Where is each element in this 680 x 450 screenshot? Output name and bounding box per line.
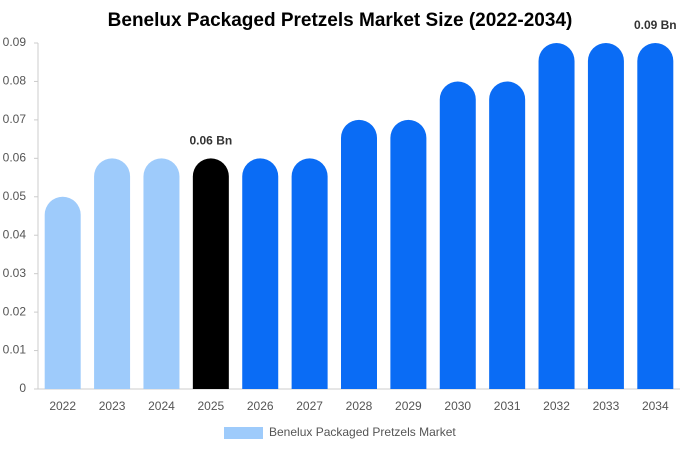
- x-tick-label: 2029: [395, 399, 422, 413]
- x-tick-label: 2034: [642, 399, 669, 413]
- x-tick-label: 2028: [346, 399, 373, 413]
- bar: [489, 81, 526, 389]
- x-tick-label: 2022: [49, 399, 76, 413]
- y-tick-label: 0: [19, 381, 26, 395]
- y-tick-label: 0.05: [3, 189, 27, 203]
- bar: [242, 158, 279, 389]
- value-label: 0.06 Bn: [190, 134, 233, 148]
- x-tick-label: 2025: [197, 399, 224, 413]
- value-label: 0.09 Bn: [634, 18, 677, 32]
- bar: [94, 158, 131, 389]
- chart-title: Benelux Packaged Pretzels Market Size (2…: [108, 10, 573, 31]
- bar: [637, 43, 674, 389]
- y-tick-label: 0.09: [3, 35, 27, 49]
- x-tick-label: 2026: [247, 399, 274, 413]
- x-tick-label: 2032: [543, 399, 570, 413]
- y-tick-label: 0.02: [3, 304, 27, 318]
- bar: [390, 119, 427, 389]
- bar: [192, 158, 229, 389]
- x-tick-label: 2023: [99, 399, 126, 413]
- y-tick-label: 0.04: [3, 227, 27, 241]
- y-tick-label: 0.07: [3, 112, 27, 126]
- x-tick-label: 2031: [494, 399, 521, 413]
- bar: [587, 43, 624, 389]
- x-tick-label: 2024: [148, 399, 175, 413]
- bar: [341, 119, 377, 389]
- y-tick-label: 0.06: [3, 151, 27, 165]
- bar: [439, 81, 476, 389]
- bar: [538, 43, 575, 389]
- bar: [143, 158, 180, 389]
- legend-label: Benelux Packaged Pretzels Market: [269, 425, 456, 439]
- x-tick-label: 2027: [296, 399, 323, 413]
- x-tick-label: 2033: [593, 399, 620, 413]
- bar: [44, 196, 81, 389]
- y-tick-label: 0.08: [3, 74, 27, 88]
- y-tick-label: 0.01: [3, 343, 27, 357]
- x-tick-label: 2030: [444, 399, 471, 413]
- y-tick-label: 0.03: [3, 266, 27, 280]
- legend-swatch: [224, 427, 263, 439]
- bar: [291, 158, 328, 389]
